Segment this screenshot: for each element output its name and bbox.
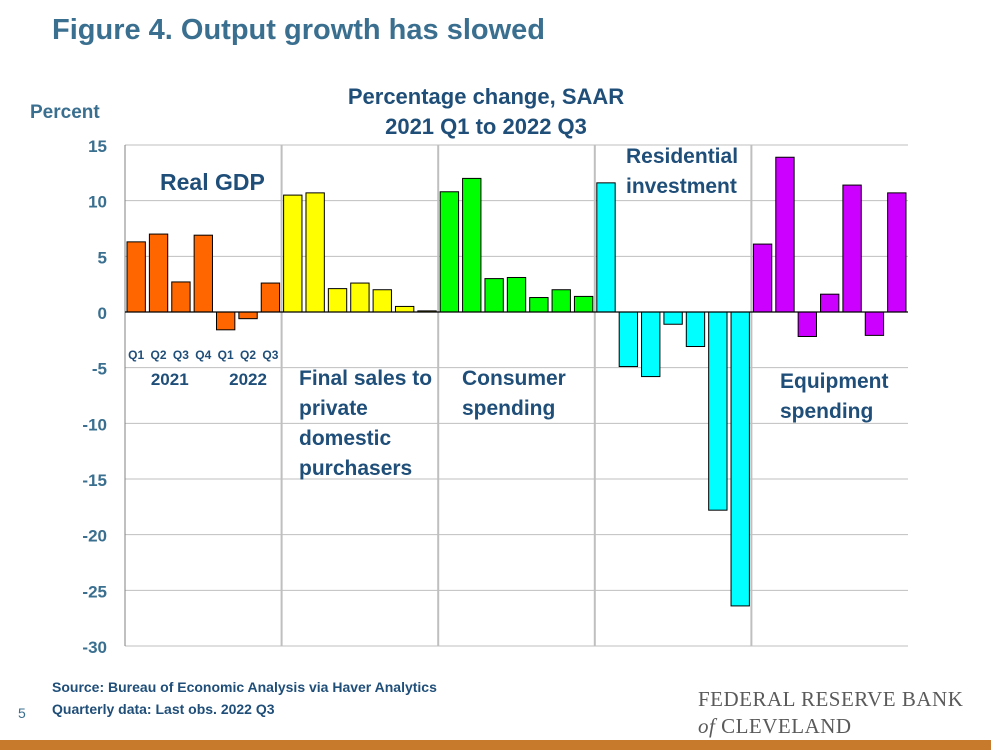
bar (148, 233, 169, 313)
y-tick-label: -20 (82, 527, 107, 546)
y-tick-label: -10 (82, 415, 107, 434)
group-label: purchasers (299, 457, 412, 480)
quarter-label: Q3 (262, 348, 278, 362)
logo-of: of (698, 714, 716, 738)
bar (193, 234, 213, 313)
slide-title: Figure 4. Output growth has slowed (52, 14, 546, 46)
bar (685, 311, 706, 348)
bar (596, 182, 616, 313)
bar (260, 282, 281, 313)
year-label: 2021 (151, 370, 189, 389)
y-tick-labels: 15 10 5 0 -5 -10 -15 -20 -25 -30 (82, 137, 107, 657)
group-labels: Real GDP Final sales to private domestic pur… (160, 145, 889, 480)
quarter-labels: Q1 Q2 Q3 Q4 Q1 Q2 Q3 2021 2022 (128, 348, 279, 389)
data-note-line: Quarterly data: Last obs. 2022 Q3 (52, 701, 275, 717)
group-label: Real GDP (160, 169, 265, 195)
bar (529, 297, 549, 313)
bar (842, 184, 862, 313)
source-line: Source: Bureau of Economic Analysis via … (52, 679, 437, 695)
group-dividers (125, 145, 908, 646)
group-label: Consumer (462, 367, 566, 390)
bar (126, 241, 146, 313)
y-tick-label: -25 (82, 582, 107, 601)
y-tick-label: 0 (98, 304, 107, 323)
bar (394, 305, 415, 313)
y-tick-label: 10 (88, 193, 107, 212)
bar (864, 311, 885, 336)
bar (484, 278, 504, 313)
bar (439, 191, 460, 313)
quarter-label: Q4 (195, 348, 211, 362)
logo-line-2: CLEVELAND (721, 714, 852, 738)
y-tick-label: 15 (88, 137, 107, 156)
bar (708, 311, 728, 511)
bar (618, 311, 639, 368)
group-label: spending (462, 397, 555, 420)
bar (215, 311, 236, 331)
bar (797, 311, 818, 337)
y-tick-label: -5 (92, 360, 107, 379)
bar (887, 192, 907, 313)
bar (506, 276, 527, 313)
bar (641, 311, 661, 378)
year-label: 2022 (229, 370, 267, 389)
chart-subtitle: 2021 Q1 to 2022 Q3 (385, 114, 587, 139)
y-tick-label: 5 (98, 248, 107, 267)
chart-title: Percentage change, SAAR (348, 84, 624, 109)
quarter-label: Q3 (173, 348, 189, 362)
frb-cleveland-logo: FEDERAL RESERVE BANK of CLEVELAND (698, 686, 963, 740)
group-label: Equipment (780, 370, 889, 393)
bar (752, 243, 773, 313)
bar (551, 289, 571, 313)
page-number: 5 (18, 705, 26, 721)
source-note: Source: Bureau of Economic Analysis via … (52, 676, 437, 720)
bar (350, 282, 370, 313)
bar (663, 311, 683, 325)
bar (327, 288, 348, 313)
bar (372, 289, 392, 313)
quarter-label: Q2 (240, 348, 256, 362)
bar (775, 156, 795, 313)
bar (305, 192, 325, 313)
y-axis-label: Percent (30, 102, 100, 123)
group-label: Final sales to (299, 367, 432, 390)
group-label: spending (780, 400, 873, 423)
y-tick-label: -30 (82, 638, 107, 657)
quarter-label: Q1 (128, 348, 144, 362)
logo-line-1: FEDERAL RESERVE BANK (698, 687, 964, 711)
bar (573, 295, 594, 313)
grid-lines (124, 144, 908, 647)
bar-chart: Percentage change, SAAR 2021 Q1 to 2022 … (30, 84, 908, 657)
bar (283, 194, 303, 313)
bar (171, 281, 191, 313)
quarter-label: Q2 (151, 348, 167, 362)
y-tick-label: -15 (82, 471, 107, 490)
bar (820, 293, 840, 313)
bar (462, 177, 482, 313)
bar (730, 311, 750, 607)
bar (238, 311, 258, 320)
quarter-label: Q1 (218, 348, 234, 362)
footer-bar (0, 740, 991, 750)
group-label: investment (626, 175, 737, 198)
group-label: private (299, 397, 368, 420)
group-label: domestic (299, 427, 392, 450)
group-label: Residential (626, 145, 738, 168)
